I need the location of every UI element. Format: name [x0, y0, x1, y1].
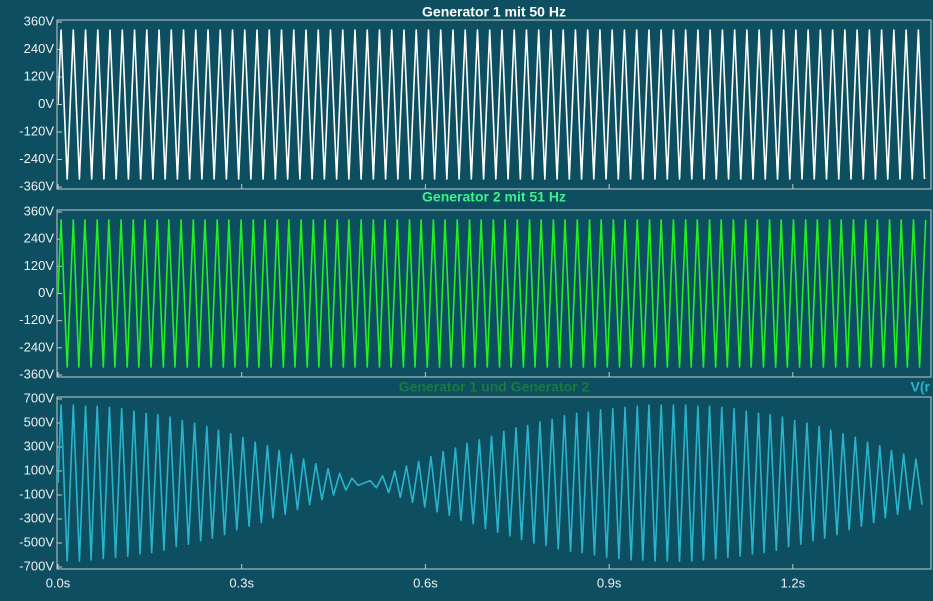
y-tick-label: -240V	[19, 151, 54, 166]
y-tick-label: 0V	[38, 285, 54, 300]
trace-label: V(r	[911, 379, 931, 395]
y-tick-label: -360V	[19, 366, 54, 381]
y-tick-label: -700V	[19, 558, 54, 573]
y-tick-label: 0V	[38, 96, 54, 111]
trace	[58, 404, 923, 562]
x-tick-label: 0.9s	[597, 575, 622, 590]
y-tick-label: 240V	[24, 231, 55, 246]
plot-frame	[56, 396, 932, 570]
x-tick-label: 0.3s	[229, 575, 254, 590]
y-tick-label: 120V	[24, 258, 55, 273]
y-tick-label: -120V	[19, 312, 54, 327]
y-tick-label: 100V	[24, 462, 55, 477]
trace	[58, 29, 926, 180]
x-tick-label: 0.0s	[46, 575, 71, 590]
pane-title: Generator 1 mit 50 Hz	[422, 4, 566, 20]
y-tick-label: -360V	[19, 178, 54, 193]
y-tick-label: -500V	[19, 534, 54, 549]
y-tick-label: 240V	[24, 41, 55, 56]
y-tick-label: -240V	[19, 339, 54, 354]
y-tick-label: 500V	[24, 414, 55, 429]
pane-title: Generator 1 und Generator 2	[399, 379, 590, 395]
x-tick-label: 0.6s	[413, 575, 438, 590]
y-tick-label: 300V	[24, 438, 55, 453]
y-tick-label: -100V	[19, 486, 54, 501]
y-tick-label: -120V	[19, 123, 54, 138]
trace	[58, 219, 927, 368]
y-tick-label: 360V	[24, 13, 55, 28]
y-tick-label: 120V	[24, 68, 55, 83]
y-tick-label: 360V	[24, 203, 55, 218]
y-tick-label: 700V	[24, 390, 55, 405]
pane-title: Generator 2 mit 51 Hz	[422, 189, 566, 205]
x-tick-label: 1.2s	[781, 575, 806, 590]
y-tick-label: -300V	[19, 510, 54, 525]
